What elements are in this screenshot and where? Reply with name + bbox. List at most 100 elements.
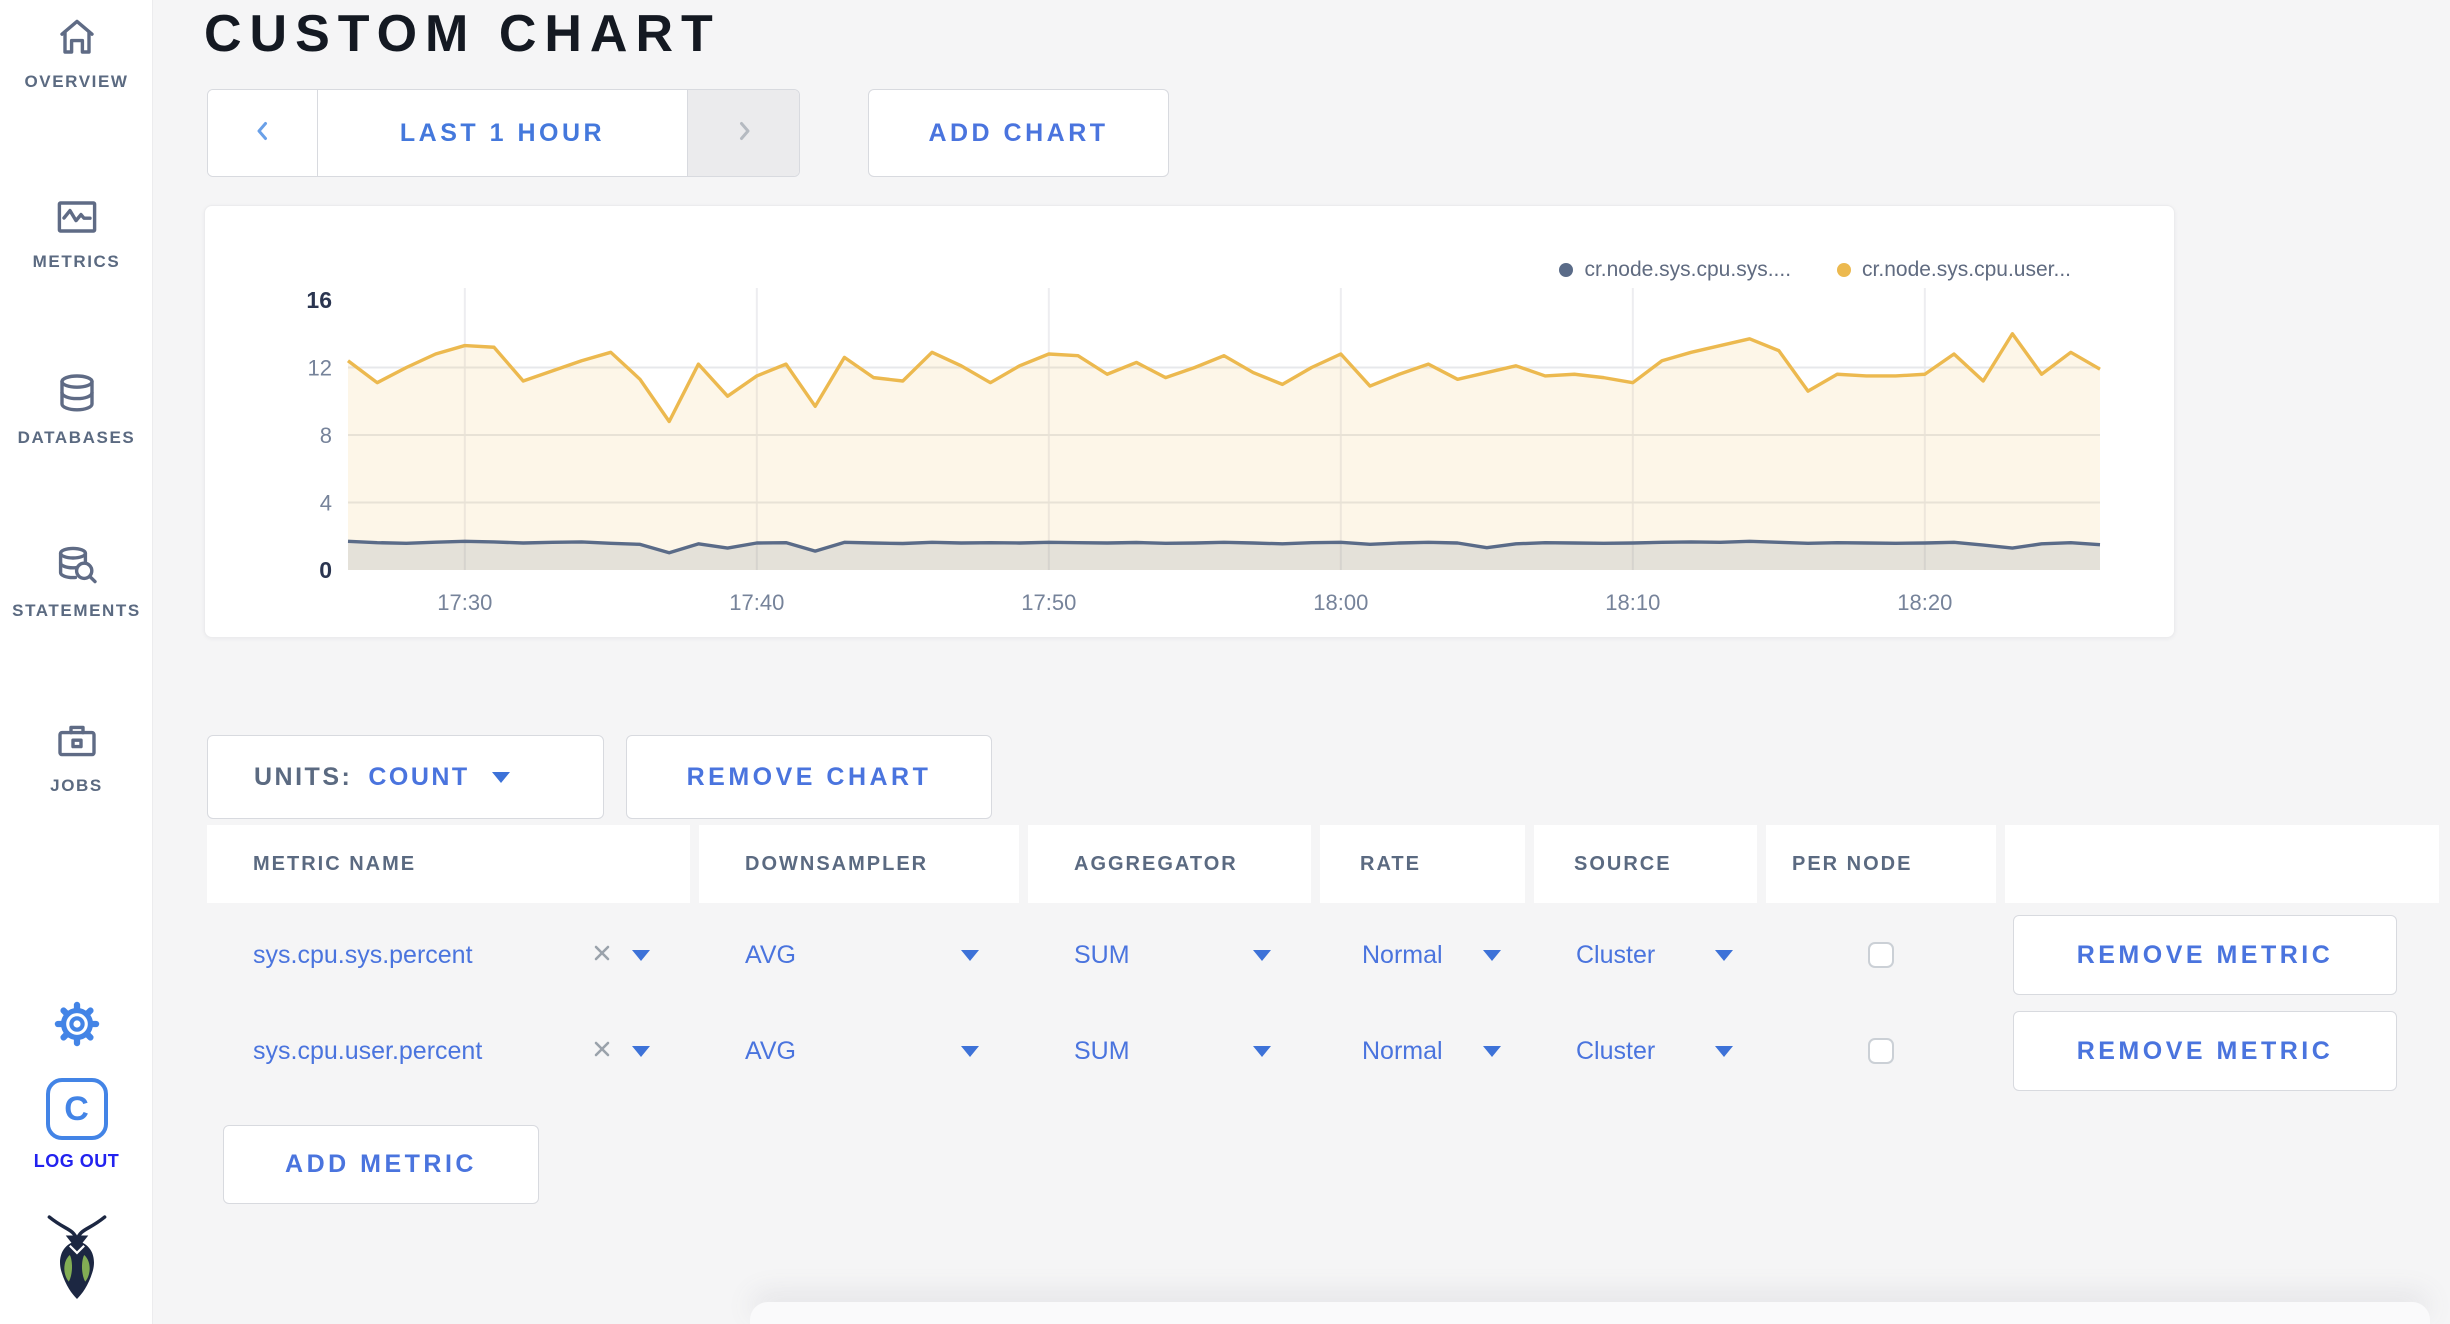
- svg-text:18:00: 18:00: [1313, 590, 1368, 615]
- rate-select[interactable]: Normal: [1320, 913, 1525, 997]
- actions-cell: REMOVE METRIC: [2005, 913, 2439, 997]
- metric-name-value: sys.cpu.sys.percent: [253, 940, 473, 969]
- chevron-down-icon[interactable]: [632, 1045, 650, 1057]
- svg-text:17:40: 17:40: [729, 590, 784, 615]
- sidebar-item-databases[interactable]: DATABASES: [0, 368, 153, 448]
- source-select[interactable]: Cluster: [1534, 913, 1757, 997]
- next-chart-card-edge: [750, 1302, 2430, 1324]
- column-header-metric-name: METRIC NAME: [207, 825, 690, 903]
- aggregator-select[interactable]: SUM: [1028, 913, 1311, 997]
- aggregator-value: SUM: [1074, 940, 1130, 969]
- logout-button[interactable]: C LOG OUT: [0, 1078, 153, 1172]
- legend-dot-icon: [1837, 263, 1852, 277]
- metric-name-select[interactable]: sys.cpu.user.percent: [207, 1009, 690, 1093]
- metric-row: sys.cpu.user.percent AVG SUM: [207, 1009, 2439, 1093]
- downsampler-select[interactable]: AVG: [699, 1009, 1019, 1093]
- sidebar-item-metrics[interactable]: METRICS: [0, 192, 153, 272]
- page-title: CUSTOM CHART: [204, 5, 721, 63]
- metrics-icon: [52, 192, 102, 242]
- remove-metric-button[interactable]: REMOVE METRIC: [2013, 1011, 2397, 1091]
- column-header-actions: [2005, 825, 2439, 903]
- metrics-table: METRIC NAME DOWNSAMPLER AGGREGATOR RATE …: [207, 825, 2439, 1093]
- metric-name-value: sys.cpu.user.percent: [253, 1036, 483, 1065]
- statements-icon: [52, 541, 102, 591]
- column-header-per-node: PER NODE: [1766, 825, 1996, 903]
- logo-letter: C: [64, 1089, 89, 1128]
- aggregator-value: SUM: [1074, 1036, 1130, 1065]
- source-value: Cluster: [1576, 1036, 1656, 1065]
- sidebar-item-label: OVERVIEW: [24, 72, 129, 91]
- units-label: UNITS:: [254, 762, 353, 791]
- metric-name-select[interactable]: sys.cpu.sys.percent: [207, 913, 690, 997]
- legend-entry[interactable]: cr.node.sys.cpu.sys....: [1559, 258, 1791, 282]
- chevron-right-icon: [731, 118, 757, 149]
- chevron-down-icon: [1483, 1045, 1501, 1057]
- aggregator-select[interactable]: SUM: [1028, 1009, 1311, 1093]
- jobs-icon: [52, 716, 102, 766]
- source-value: Cluster: [1576, 940, 1656, 969]
- chevron-left-icon: [250, 118, 276, 149]
- chevron-down-icon: [1253, 949, 1271, 961]
- sidebar-item-label: STATEMENTS: [12, 601, 141, 620]
- svg-text:18:10: 18:10: [1605, 590, 1660, 615]
- cockroach-c-logo: C: [45, 1078, 108, 1140]
- downsampler-select[interactable]: AVG: [699, 913, 1019, 997]
- sidebar-item-overview[interactable]: OVERVIEW: [0, 12, 153, 92]
- cockroach-bug-logo: [0, 1214, 153, 1300]
- per-node-cell: [1766, 913, 1996, 997]
- chart-legend: cr.node.sys.cpu.sys.... cr.node.sys.cpu.u…: [1559, 258, 2071, 282]
- actions-cell: REMOVE METRIC: [2005, 1009, 2439, 1093]
- per-node-checkbox[interactable]: [1868, 942, 1894, 968]
- sidebar-item-label: JOBS: [50, 776, 103, 795]
- remove-chart-button[interactable]: REMOVE CHART: [626, 735, 992, 819]
- svg-text:17:50: 17:50: [1021, 590, 1076, 615]
- legend-series-label: cr.node.sys.cpu.user...: [1862, 258, 2071, 281]
- chevron-down-icon: [961, 1045, 979, 1057]
- downsampler-value: AVG: [745, 940, 796, 969]
- clear-icon[interactable]: [592, 1037, 612, 1066]
- settings-button[interactable]: [0, 998, 153, 1055]
- column-header-rate: RATE: [1320, 825, 1525, 903]
- chevron-down-icon: [1715, 1045, 1733, 1057]
- svg-text:8: 8: [320, 423, 332, 448]
- logout-label: LOG OUT: [33, 1151, 120, 1171]
- time-range-label[interactable]: LAST 1 HOUR: [399, 118, 606, 147]
- remove-metric-button[interactable]: REMOVE METRIC: [2013, 915, 2397, 995]
- svg-text:16: 16: [306, 287, 332, 313]
- gear-icon: [51, 998, 103, 1055]
- legend-dot-icon: [1559, 263, 1574, 277]
- sidebar-item-label: DATABASES: [17, 428, 136, 447]
- chevron-down-icon: [1483, 949, 1501, 961]
- downsampler-value: AVG: [745, 1036, 796, 1065]
- add-metric-button[interactable]: ADD METRIC: [223, 1125, 539, 1204]
- home-icon: [52, 12, 102, 62]
- sidebar-item-jobs[interactable]: JOBS: [0, 716, 153, 796]
- chevron-down-icon: [491, 771, 510, 783]
- time-range-next-button[interactable]: [687, 90, 799, 176]
- chart-card: 17:30 17:40 17:50 18:00 18:10 18:20 0 4 8 12 16 cr…: [204, 205, 2175, 638]
- chevron-down-icon: [1253, 1045, 1271, 1057]
- main-content: CUSTOM CHART LAST 1 HOUR ADD CHART 17:3: [153, 0, 2450, 1324]
- time-range-prev-button[interactable]: [208, 90, 318, 176]
- source-select[interactable]: Cluster: [1534, 1009, 1757, 1093]
- chart-plot-area[interactable]: 17:30 17:40 17:50 18:00 18:10 18:20 0 4 8 12 16: [205, 206, 2174, 637]
- per-node-checkbox[interactable]: [1868, 1038, 1894, 1064]
- sidebar-item-label: METRICS: [32, 252, 121, 271]
- legend-series-label: cr.node.sys.cpu.sys....: [1584, 258, 1792, 281]
- column-header-downsampler: DOWNSAMPLER: [699, 825, 1019, 903]
- time-range-selector: LAST 1 HOUR: [207, 89, 800, 177]
- chevron-down-icon[interactable]: [632, 949, 650, 961]
- sidebar-item-statements[interactable]: STATEMENTS: [0, 541, 153, 621]
- sidebar: OVERVIEW METRICS DATABASES: [0, 0, 153, 1324]
- svg-text:12: 12: [308, 356, 332, 381]
- chevron-down-icon: [1715, 949, 1733, 961]
- clear-icon[interactable]: [592, 941, 612, 970]
- units-dropdown[interactable]: UNITS: COUNT: [207, 735, 604, 819]
- per-node-cell: [1766, 1009, 1996, 1093]
- rate-select[interactable]: Normal: [1320, 1009, 1525, 1093]
- svg-text:4: 4: [320, 491, 332, 516]
- legend-entry[interactable]: cr.node.sys.cpu.user...: [1837, 258, 2071, 282]
- metric-row: sys.cpu.sys.percent AVG SUM: [207, 913, 2439, 997]
- add-chart-button[interactable]: ADD CHART: [868, 89, 1169, 177]
